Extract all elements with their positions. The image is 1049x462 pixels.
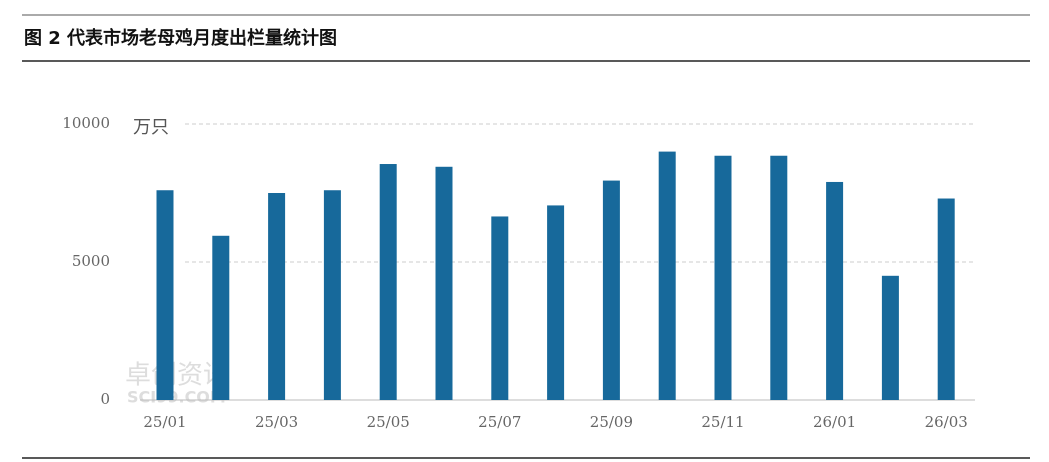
bar xyxy=(379,164,397,400)
x-tick-label: 26/03 xyxy=(925,413,968,431)
bar xyxy=(602,180,620,400)
x-tick-label: 25/03 xyxy=(255,413,298,431)
y-tick-label: 0 xyxy=(100,390,110,408)
bar xyxy=(268,193,286,400)
x-tick-label: 25/05 xyxy=(367,413,410,431)
bar xyxy=(714,155,732,400)
bar xyxy=(212,235,230,400)
bar xyxy=(826,181,844,400)
x-tick-label: 26/01 xyxy=(813,413,856,431)
watermark: SCI99.COM xyxy=(127,388,226,407)
bar xyxy=(435,166,453,400)
y-tick-label: 5000 xyxy=(72,252,110,270)
chart-title: 图 2 代表市场老母鸡月度出栏量统计图 xyxy=(24,27,337,49)
bar xyxy=(323,190,341,400)
bar xyxy=(491,216,509,400)
bar xyxy=(881,275,899,400)
x-tick-label: 25/01 xyxy=(143,413,186,431)
watermark: 卓创资讯 xyxy=(125,361,229,391)
x-tick-label: 25/11 xyxy=(701,413,744,431)
y-tick-label: 10000 xyxy=(62,114,110,132)
x-tick-label: 25/07 xyxy=(478,413,521,431)
bar xyxy=(547,205,565,400)
x-tick-label: 25/09 xyxy=(590,413,633,431)
bar xyxy=(156,190,174,400)
bar xyxy=(770,155,788,400)
y-axis-unit: 万只 xyxy=(133,117,169,138)
bar xyxy=(937,198,955,400)
bar xyxy=(658,151,676,400)
